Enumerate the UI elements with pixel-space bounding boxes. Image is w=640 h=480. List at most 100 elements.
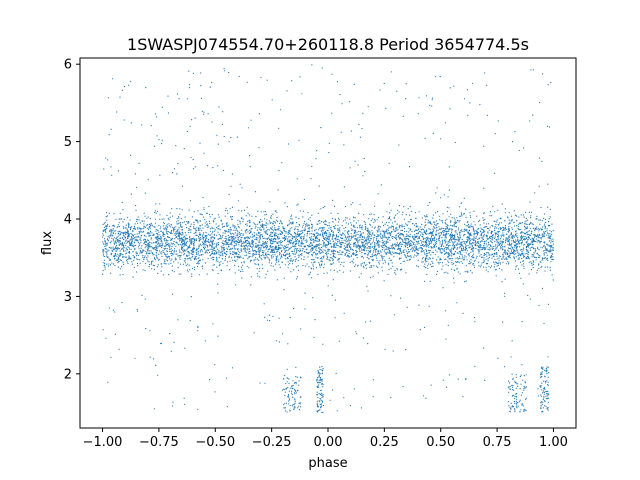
- data-point: [447, 233, 449, 235]
- data-point: [220, 247, 223, 249]
- data-point: [204, 225, 206, 227]
- data-point: [217, 292, 219, 294]
- data-point: [187, 222, 189, 224]
- data-point: [212, 220, 214, 222]
- data-point: [542, 73, 544, 75]
- data-point: [423, 228, 425, 231]
- data-point: [249, 166, 251, 168]
- data-point: [167, 240, 169, 242]
- data-point: [197, 210, 199, 212]
- data-point: [432, 257, 434, 259]
- data-point: [328, 222, 330, 224]
- data-point: [381, 259, 383, 261]
- data-point: [261, 223, 264, 225]
- data-point: [486, 227, 489, 230]
- data-point: [241, 245, 243, 247]
- data-point: [263, 224, 265, 226]
- data-point: [381, 255, 383, 257]
- data-point: [364, 239, 367, 241]
- data-point: [237, 200, 239, 202]
- data-point: [139, 228, 141, 230]
- data-point: [386, 247, 388, 249]
- data-point: [451, 236, 453, 239]
- data-point: [461, 262, 464, 264]
- data-point: [103, 249, 105, 251]
- data-point: [414, 246, 416, 248]
- data-point: [327, 250, 329, 252]
- data-point: [462, 235, 465, 237]
- data-point: [395, 245, 397, 247]
- data-point: [481, 262, 483, 264]
- data-point: [159, 228, 161, 230]
- data-point: [245, 232, 247, 234]
- data-point: [519, 246, 521, 248]
- data-point: [369, 238, 371, 240]
- data-point: [371, 230, 373, 232]
- data-point: [143, 258, 145, 260]
- data-point: [421, 249, 423, 251]
- data-point: [393, 243, 395, 246]
- data-point: [131, 238, 134, 240]
- data-point: [196, 248, 198, 250]
- data-point: [490, 237, 492, 239]
- data-point: [270, 242, 272, 244]
- data-point: [389, 251, 391, 253]
- data-point: [228, 229, 230, 231]
- data-point: [469, 239, 471, 241]
- data-point: [290, 214, 293, 216]
- data-point: [246, 237, 248, 239]
- data-point: [218, 225, 220, 227]
- data-point: [105, 243, 107, 245]
- data-point: [504, 245, 506, 247]
- data-point: [514, 225, 516, 227]
- data-point: [429, 280, 431, 282]
- data-point: [329, 260, 331, 262]
- data-point: [521, 241, 524, 243]
- data-point: [520, 214, 522, 216]
- data-point: [441, 237, 443, 239]
- data-point: [371, 235, 373, 237]
- data-point: [485, 247, 487, 249]
- data-point: [461, 256, 464, 258]
- data-point: [230, 218, 233, 220]
- data-point: [258, 232, 260, 234]
- data-point: [481, 232, 483, 234]
- data-point: [542, 245, 545, 247]
- data-point: [350, 254, 352, 256]
- data-point: [137, 216, 139, 218]
- data-point: [227, 212, 229, 214]
- data-point: [211, 247, 213, 249]
- data-point: [451, 253, 453, 255]
- data-point: [535, 259, 537, 261]
- data-point: [138, 162, 140, 164]
- data-point: [224, 258, 227, 260]
- data-point: [148, 228, 150, 231]
- data-point: [446, 225, 449, 227]
- data-point: [383, 82, 385, 85]
- data-point: [241, 243, 243, 245]
- data-point: [404, 230, 406, 233]
- data-point: [119, 212, 121, 214]
- data-point: [536, 218, 538, 220]
- data-point: [277, 248, 279, 251]
- data-point: [360, 245, 362, 247]
- data-point: [543, 236, 545, 238]
- data-point: [429, 258, 431, 260]
- data-point: [203, 248, 206, 250]
- data-point: [315, 158, 317, 160]
- data-point: [187, 258, 189, 260]
- data-point: [196, 262, 198, 265]
- data-point: [414, 244, 416, 246]
- data-point: [341, 252, 343, 254]
- data-point: [399, 242, 401, 245]
- data-point: [531, 244, 534, 246]
- data-point: [132, 230, 134, 232]
- data-point: [500, 242, 502, 244]
- data-point: [327, 248, 329, 250]
- data-point: [537, 236, 540, 238]
- data-point: [389, 249, 391, 251]
- data-point: [132, 254, 134, 257]
- data-point: [266, 79, 268, 81]
- data-point: [472, 82, 474, 84]
- data-point: [160, 239, 162, 242]
